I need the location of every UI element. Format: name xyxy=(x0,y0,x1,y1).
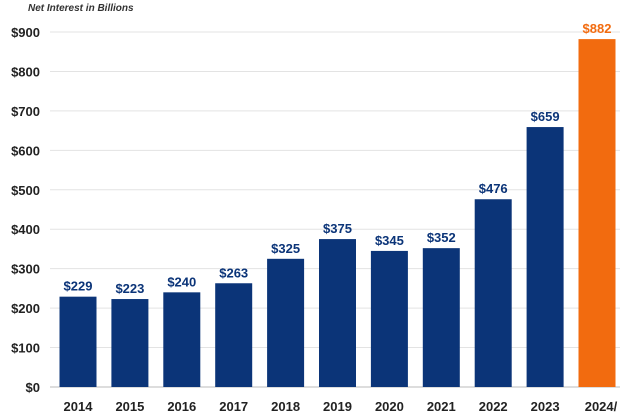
bar-2020 xyxy=(370,250,408,387)
data-label: $345 xyxy=(375,233,404,248)
bar-2018 xyxy=(267,258,305,387)
data-label: $375 xyxy=(323,221,352,236)
y-tick-label: $800 xyxy=(11,64,40,79)
bar-2014 xyxy=(59,296,97,387)
y-tick-label: $900 xyxy=(11,25,40,40)
bar-2015 xyxy=(111,299,149,387)
x-tick-label: 2019 xyxy=(323,399,352,414)
bar-2016 xyxy=(163,292,201,387)
y-tick-label: $400 xyxy=(11,222,40,237)
data-label: $882 xyxy=(583,21,612,36)
data-label: $325 xyxy=(271,241,300,256)
y-tick-label: $0 xyxy=(26,380,40,395)
data-label: $263 xyxy=(219,265,248,280)
x-tick-label: 2015 xyxy=(115,399,144,414)
data-label: $352 xyxy=(427,230,456,245)
bar-2021 xyxy=(422,248,460,387)
x-tick-label: 2017 xyxy=(219,399,248,414)
x-tick-label: 2021 xyxy=(427,399,456,414)
x-tick-label: 2018 xyxy=(271,399,300,414)
data-label: $659 xyxy=(531,109,560,124)
x-tick-label: 2014 xyxy=(64,399,94,414)
y-tick-label: $100 xyxy=(11,341,40,356)
y-tick-label: $200 xyxy=(11,301,40,316)
data-label: $240 xyxy=(167,274,196,289)
bar-2019 xyxy=(319,239,356,387)
x-tick-label: 2016 xyxy=(167,399,196,414)
x-tick-label: 2023 xyxy=(531,399,560,414)
data-label: $476 xyxy=(479,181,508,196)
x-tick-label: 2020 xyxy=(375,399,404,414)
chart-title: Net Interest in Billions xyxy=(28,3,134,14)
x-tick-label: 2022 xyxy=(479,399,508,414)
y-tick-label: $500 xyxy=(11,183,40,198)
y-tick-label: $700 xyxy=(11,104,40,119)
bar-2024 xyxy=(578,39,616,387)
bar-2022 xyxy=(474,199,512,387)
data-label: $223 xyxy=(115,281,144,296)
data-label: $229 xyxy=(64,279,93,294)
bar-2023 xyxy=(526,127,564,388)
x-tick-label: 2024/ xyxy=(585,399,618,414)
y-tick-label: $300 xyxy=(11,262,40,277)
y-tick-label: $600 xyxy=(11,143,40,158)
bar-2017 xyxy=(215,283,253,387)
